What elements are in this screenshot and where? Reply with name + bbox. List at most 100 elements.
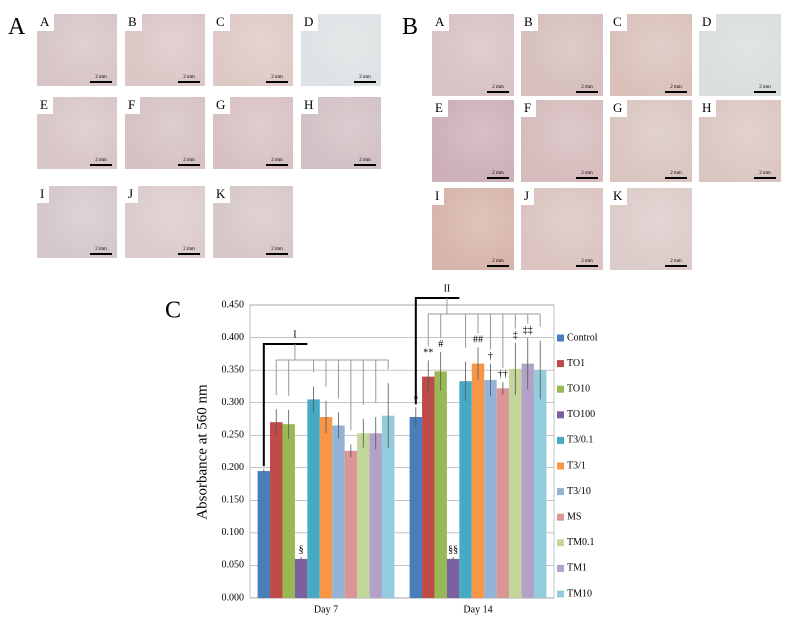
legend-swatch (557, 513, 564, 521)
scale-bar-label: 2 mm (90, 75, 112, 83)
scale-bar (576, 91, 598, 93)
scale-bar (266, 164, 288, 166)
y-tick-label: 0.450 (222, 299, 245, 310)
image-tile: G 2 mm (213, 97, 293, 169)
significance-marker: § (299, 544, 304, 555)
scale-bar-label: 2 mm (178, 247, 200, 255)
image-tile: K 2 mm (610, 188, 692, 270)
image-tile: K 2 mm (213, 186, 293, 258)
bar (496, 388, 510, 598)
y-tick-label: 0.000 (222, 592, 245, 603)
image-tile: J 2 mm (125, 186, 205, 258)
scale-bar (266, 253, 288, 255)
significance-marker: ## (473, 335, 483, 346)
scale-bar (665, 91, 687, 93)
bracket-label: I (293, 329, 296, 340)
bar (381, 415, 395, 598)
image-label: G (213, 97, 231, 114)
scale-bar-label: 2 mm (178, 75, 200, 83)
y-tick-label: 0.250 (222, 430, 245, 441)
image-label: I (37, 186, 50, 203)
bar (446, 558, 460, 598)
significance-marker: # (438, 339, 443, 350)
scale-bar (354, 81, 376, 83)
panel-label: A (8, 14, 26, 40)
scale-bar-label: 2 mm (354, 75, 376, 83)
scale-bar (576, 177, 598, 179)
significance-marker: ** (423, 348, 433, 359)
image-label: D (301, 14, 319, 31)
scale-bar (665, 265, 687, 267)
image-label: G (610, 100, 628, 117)
legend-label: T3/10 (567, 486, 591, 497)
legend-swatch (557, 539, 564, 547)
bar (459, 381, 472, 598)
scale-bar-label: 2 mm (576, 171, 598, 179)
image-tile: D 2 mm (699, 14, 781, 96)
scale-bar-label: 2 mm (266, 247, 288, 255)
scale-bar (90, 253, 112, 255)
image-label: J (521, 188, 535, 205)
image-tile: G 2 mm (610, 100, 692, 182)
image-tile: I 2 mm (432, 188, 514, 270)
legend-label: T3/1 (567, 460, 586, 471)
image-label: F (521, 100, 537, 117)
image-label: B (125, 14, 142, 31)
bar (369, 433, 382, 598)
legend-label: TM0.1 (567, 537, 595, 548)
image-tile: H 2 mm (699, 100, 781, 182)
bar (471, 363, 485, 598)
bar (409, 416, 423, 598)
bar (484, 379, 497, 598)
bar (294, 558, 308, 598)
bar (270, 422, 283, 598)
y-tick-label: 0.150 (222, 495, 245, 506)
legend-swatch (557, 411, 564, 419)
image-tile: I 2 mm (37, 186, 117, 258)
scale-bar (487, 91, 509, 93)
scale-bar-label: 2 mm (576, 259, 598, 267)
legend-swatch (557, 462, 564, 470)
image-tile: J 2 mm (521, 188, 603, 270)
y-tick-label: 0.200 (222, 462, 245, 473)
scale-bar-label: 2 mm (665, 85, 687, 93)
image-tile: E 2 mm (432, 100, 514, 182)
scale-bar (266, 81, 288, 83)
image-label: I (432, 188, 445, 205)
bar (332, 425, 345, 598)
legend-swatch (557, 488, 564, 496)
scale-bar-label: 2 mm (754, 85, 776, 93)
image-tile: D 2 mm (301, 14, 381, 86)
image-label: E (37, 97, 53, 114)
image-tile: H 2 mm (301, 97, 381, 169)
bar (357, 433, 370, 598)
legend-label: TO100 (567, 409, 595, 420)
image-tile: A 2 mm (37, 14, 117, 86)
scale-bar (487, 177, 509, 179)
panel-label: B (402, 14, 419, 40)
scale-bar (665, 177, 687, 179)
legend-swatch (557, 360, 564, 368)
bracket-label: II (444, 283, 451, 294)
bar (307, 399, 320, 598)
scale-bar-label: 2 mm (90, 158, 112, 166)
image-tile: E 2 mm (37, 97, 117, 169)
image-label: J (125, 186, 139, 203)
y-axis-title: Absorbance at 560 nm (194, 384, 210, 520)
image-label: E (432, 100, 448, 117)
scale-bar (90, 81, 112, 83)
bar (509, 368, 522, 598)
scale-bar-label: 2 mm (178, 158, 200, 166)
legend-swatch (557, 436, 564, 444)
scale-bar-label: 2 mm (576, 85, 598, 93)
scale-bar-label: 2 mm (487, 85, 509, 93)
image-tile: F 2 mm (125, 97, 205, 169)
bar (319, 416, 333, 598)
x-tick-label: Day 14 (463, 604, 492, 615)
scale-bar-label: 2 mm (90, 247, 112, 255)
bar (257, 471, 271, 598)
bar (521, 363, 534, 598)
legend-label: T3/0.1 (567, 435, 593, 446)
image-label: C (610, 14, 627, 31)
legend-label: TO1 (567, 358, 585, 369)
